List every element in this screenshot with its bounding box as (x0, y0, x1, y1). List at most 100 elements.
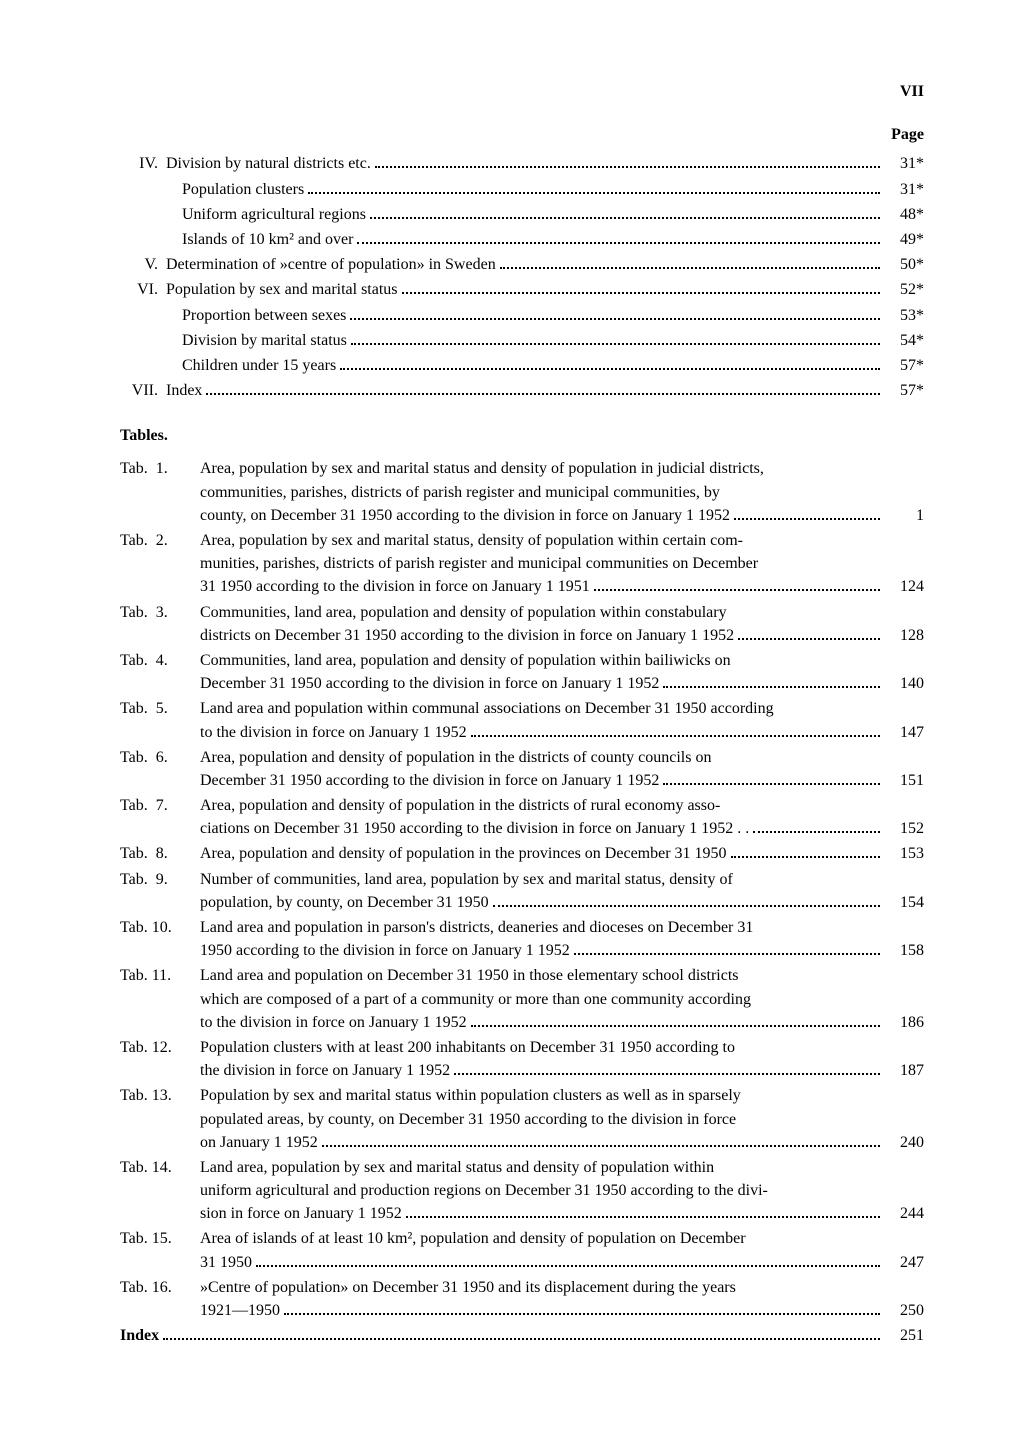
table-entry: Tab. 3.Communities, land area, populatio… (120, 601, 924, 647)
table-text: county, on December 31 1950 according to… (200, 504, 730, 527)
table-body: »Centre of population» on December 31 19… (200, 1276, 924, 1322)
sections-list: IV.Division by natural districts etc. 31*… (120, 152, 924, 402)
table-label: Tab. 1. (120, 457, 200, 480)
dot-leader (308, 192, 880, 194)
toc-page: 50* (884, 253, 924, 276)
toc-text: Children under 15 years (182, 354, 336, 377)
table-body: Area, population and density of populati… (200, 842, 924, 865)
toc-page: 48* (884, 203, 924, 226)
table-last-line: Area, population and density of populati… (200, 842, 924, 865)
table-text-line: Communities, land area, population and d… (200, 601, 924, 624)
dot-leader (406, 1216, 880, 1218)
table-text-line: Area, population by sex and marital stat… (200, 529, 924, 552)
table-text: December 31 1950 according to the divisi… (200, 672, 659, 695)
toc-page: 52* (884, 278, 924, 301)
table-text-line: Land area and population on December 31 … (200, 964, 924, 987)
table-last-line: to the division in force on January 1 19… (200, 721, 924, 744)
dot-leader (351, 343, 880, 345)
toc-entry: Uniform agricultural regions 48* (120, 203, 924, 226)
dot-leader (454, 1073, 880, 1075)
dot-leader (663, 783, 880, 785)
table-entry: Tab. 4.Communities, land area, populatio… (120, 649, 924, 695)
dot-leader (500, 267, 880, 269)
table-page: 1 (884, 504, 924, 527)
table-label: Tab. 7. (120, 794, 200, 817)
toc-text: Index (166, 379, 202, 402)
table-label: Tab. 2. (120, 529, 200, 552)
table-entry: Tab. 9.Number of communities, land area,… (120, 868, 924, 914)
table-body: Land area, population by sex and marital… (200, 1156, 924, 1226)
table-label: Tab. 14. (120, 1156, 200, 1179)
toc-page: 53* (884, 304, 924, 327)
table-label: Tab. 11. (120, 964, 200, 987)
toc-roman: IV. (120, 152, 166, 175)
toc-text: Determination of »centre of population» … (166, 253, 496, 276)
table-last-line: ciations on December 31 1950 according t… (200, 817, 924, 840)
toc-text: Proportion between sexes (182, 304, 346, 327)
table-text: the division in force on January 1 1952 (200, 1059, 450, 1082)
table-label: Tab. 16. (120, 1276, 200, 1299)
table-page: 250 (884, 1299, 924, 1322)
table-body: Number of communities, land area, popula… (200, 868, 924, 914)
table-body: Area, population by sex and marital stat… (200, 457, 924, 527)
table-label: Tab. 9. (120, 868, 200, 891)
table-last-line: 31 1950247 (200, 1251, 924, 1274)
table-last-line: to the division in force on January 1 19… (200, 1011, 924, 1034)
toc-page: 31* (884, 178, 924, 201)
table-page: 140 (884, 672, 924, 695)
table-page: 240 (884, 1131, 924, 1154)
toc-text: Division by marital status (182, 329, 347, 352)
toc-page: 57* (884, 354, 924, 377)
table-text: 31 1950 according to the division in for… (200, 575, 590, 598)
table-page: 187 (884, 1059, 924, 1082)
table-text: to the division in force on January 1 19… (200, 721, 467, 744)
table-text-line: Land area, population by sex and marital… (200, 1156, 924, 1179)
table-body: Area of islands of at least 10 km², popu… (200, 1227, 924, 1273)
table-entry: Tab. 1.Area, population by sex and marit… (120, 457, 924, 527)
table-body: Population by sex and marital status wit… (200, 1084, 924, 1154)
table-page: 128 (884, 624, 924, 647)
table-body: Communities, land area, population and d… (200, 601, 924, 647)
page-number: VII (120, 80, 924, 103)
table-text-line: Area, population and density of populati… (200, 746, 924, 769)
table-text: on January 1 1952 (200, 1131, 318, 1154)
table-page: 147 (884, 721, 924, 744)
table-last-line: on January 1 1952 240 (200, 1131, 924, 1154)
dot-leader (375, 166, 880, 168)
table-text-line: Area, population and density of populati… (200, 794, 924, 817)
table-body: Area, population and density of populati… (200, 794, 924, 840)
table-entry: Tab. 8.Area, population and density of p… (120, 842, 924, 865)
dot-leader (594, 589, 880, 591)
table-body: Area, population and density of populati… (200, 746, 924, 792)
table-entry: Tab. 5.Land area and population within c… (120, 697, 924, 743)
table-page: 153 (884, 842, 924, 865)
dot-leader (493, 905, 880, 907)
table-label: Tab. 12. (120, 1036, 200, 1059)
table-entry: Tab. 15.Area of islands of at least 10 k… (120, 1227, 924, 1273)
table-last-line: the division in force on January 1 1952 1… (200, 1059, 924, 1082)
table-text: sion in force on January 1 1952 (200, 1202, 402, 1225)
table-text-line: communities, parishes, districts of pari… (200, 481, 924, 504)
toc-entry: VII.Index57* (120, 379, 924, 402)
table-body: Area, population by sex and marital stat… (200, 529, 924, 599)
table-label: Tab. 6. (120, 746, 200, 769)
dot-leader (206, 393, 880, 395)
toc-text: Uniform agricultural regions (182, 203, 366, 226)
table-text-line: Land area and population within communal… (200, 697, 924, 720)
table-page: 244 (884, 1202, 924, 1225)
table-text-line: Communities, land area, population and d… (200, 649, 924, 672)
index-page: 251 (884, 1324, 924, 1347)
dot-leader (402, 292, 880, 294)
table-text-line: Area of islands of at least 10 km², popu… (200, 1227, 924, 1250)
table-text: 1921—1950 (200, 1299, 280, 1322)
table-text: December 31 1950 according to the divisi… (200, 769, 659, 792)
table-label: Tab. 8. (120, 842, 200, 865)
toc-entry: Population clusters31* (120, 178, 924, 201)
table-entry: Tab. 16.»Centre of population» on Decemb… (120, 1276, 924, 1322)
toc-page: 57* (884, 379, 924, 402)
table-last-line: sion in force on January 1 1952 244 (200, 1202, 924, 1225)
table-text-line: populated areas, by county, on December … (200, 1108, 924, 1131)
dot-leader (350, 318, 880, 320)
toc-text: Division by natural districts etc. (166, 152, 371, 175)
table-text-line: »Centre of population» on December 31 19… (200, 1276, 924, 1299)
